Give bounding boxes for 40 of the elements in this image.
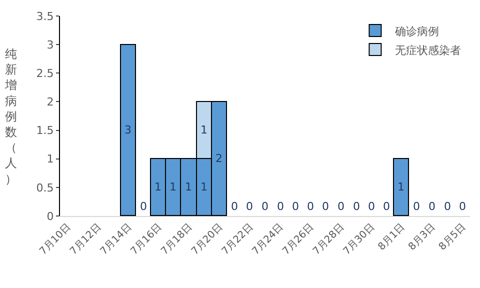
- data-label: 1: [200, 180, 208, 194]
- data-label: 3: [124, 124, 132, 136]
- y-tick-label: 3: [46, 38, 54, 52]
- y-tick-label: 2.5: [36, 66, 54, 80]
- y-tick-label: 3.5: [36, 10, 54, 23]
- y-tick-label: 2: [46, 96, 54, 109]
- data-label: 0: [322, 200, 329, 213]
- data-label: 0: [307, 200, 314, 213]
- data-label: 0: [353, 200, 360, 213]
- bar: [393, 158, 409, 216]
- y-tick-label: 1.5: [36, 124, 54, 138]
- data-label: 0: [277, 200, 284, 213]
- legend-label: 无症状感染者: [395, 44, 462, 57]
- data-label: 0: [140, 200, 147, 213]
- data-label: 0: [444, 200, 451, 213]
- x-tick-label: 8月5日: [437, 222, 468, 253]
- text: 纯新增病例数（人）: [5, 47, 17, 186]
- data-label: 0: [428, 200, 436, 213]
- legend-label: 确诊病例: [394, 24, 440, 38]
- bar: [120, 44, 136, 216]
- data-label: 0: [246, 200, 253, 213]
- x-tick-label: 8月1日: [376, 222, 408, 253]
- data-label: 2: [216, 152, 222, 165]
- data-label: 1: [398, 180, 404, 194]
- data-label: 0: [459, 200, 466, 213]
- y-tick-label: 0: [46, 210, 54, 223]
- data-label: 0: [413, 200, 420, 213]
- data-label: 1: [170, 180, 176, 194]
- data-label: 0: [338, 200, 344, 213]
- y-tick-label: 1: [46, 152, 54, 166]
- data-label: 1: [200, 124, 208, 136]
- data-label: 0: [262, 200, 268, 213]
- y-tick-label: 0.5: [36, 181, 54, 194]
- data-label: 0: [231, 200, 238, 213]
- data-label: 0: [383, 200, 390, 213]
- data-label: 1: [154, 180, 162, 194]
- data-label: 0: [292, 200, 299, 213]
- x-tick-label: 8月3日: [406, 222, 438, 253]
- data-label: 0: [368, 200, 375, 213]
- data-label: 1: [185, 180, 192, 194]
